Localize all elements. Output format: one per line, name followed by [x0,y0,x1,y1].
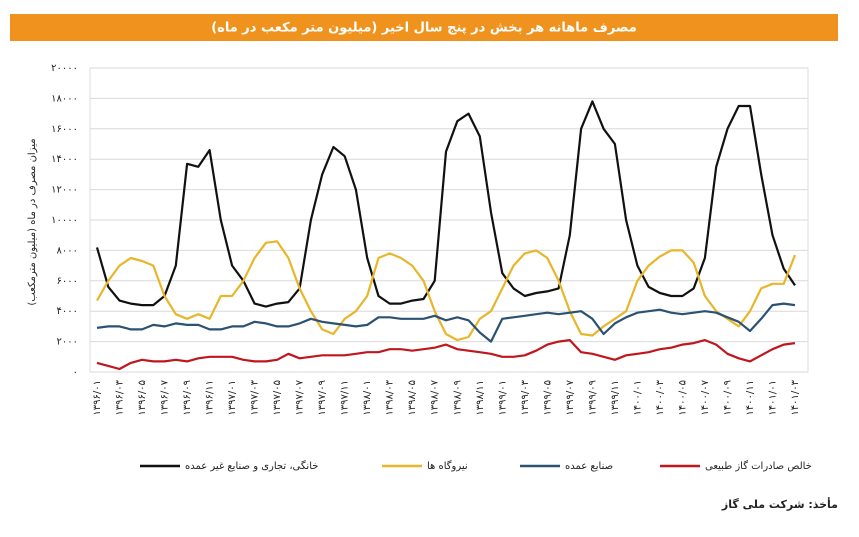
legend-label: خانگی، تجاری و صنایع غیر عمده [185,460,318,472]
source: مأخذ: شرکت ملی گاز [721,497,838,511]
x-tick-label: ۱۳۹۶/۰۵ [137,380,148,416]
x-tick-label: ۱۴۰۰/۰۳ [655,379,666,415]
y-tick-label: ۴۰۰۰ [57,306,78,317]
x-tick-label: ۱۴۰۰/۰۵ [677,380,688,416]
y-tick-label: ۸۰۰۰ [57,245,78,256]
x-tick-label: ۱۴۰۱/۰۳ [790,379,801,415]
x-tick-label: ۱۴۰۰/۰۱ [632,380,643,416]
x-tick-label: ۱۴۰۰/۰۹ [722,380,733,416]
x-tick-label: ۱۳۹۷/۰۹ [317,380,328,416]
x-tick-label: ۱۳۹۸/۰۳ [385,379,396,415]
x-tick-label: ۱۳۹۷/۰۷ [295,379,306,415]
x-tick-label: ۱۴۰۰/۱۱ [745,380,756,416]
x-tick-label: ۱۳۹۹/۰۷ [565,379,576,415]
x-tick-label: ۱۳۹۹/۰۵ [542,380,553,416]
x-tick-label: ۱۳۹۹/۰۱ [497,380,508,416]
x-tick-label: ۱۳۹۷/۱۱ [340,380,351,416]
series-line [95,100,796,308]
x-tick-label: ۱۳۹۶/۰۹ [182,380,193,416]
x-tick-label: ۱۴۰۱/۰۱ [767,380,778,416]
x-tick-label: ۱۳۹۸/۰۷ [430,379,441,415]
x-tick-label: ۱۳۹۸/۱۱ [475,380,486,416]
x-tick-label: ۱۳۹۹/۰۳ [520,379,531,415]
x-tick-label: ۱۳۹۸/۰۱ [362,380,373,416]
x-tick-label: ۱۳۹۶/۰۳ [115,379,126,415]
y-tick-label: ۱۸۰۰۰ [51,93,78,104]
y-tick-label: ۲۰۰۰ [57,337,78,348]
x-tick-label: ۱۳۹۷/۰۵ [272,380,283,416]
y-tick-label: ۱۴۰۰۰ [51,154,78,165]
y-tick-label: ۱۶۰۰۰ [51,124,78,135]
y-tick-label: ۰ [73,367,78,378]
series-line [96,240,797,342]
legend-label: نیروگاه ها [427,460,468,472]
title-bar [10,14,838,41]
x-tick-label: ۱۳۹۹/۱۱ [610,380,621,416]
x-tick-label: ۱۳۹۶/۰۷ [160,379,171,415]
x-tick-label: ۱۳۹۶/۰۱ [92,380,103,416]
x-tick-label: ۱۴۰۰/۰۷ [700,379,711,415]
series-line [96,339,796,371]
y-axis-label: میزان مصرف در ماه (میلیون مترمکعب) [27,138,38,305]
x-tick-label: ۱۳۹۹/۰۹ [587,380,598,416]
y-tick-label: ۶۰۰۰ [57,276,78,287]
y-tick-label: ۱۰۰۰۰ [51,215,78,226]
x-tick-label: ۱۳۹۸/۰۵ [407,380,418,416]
y-tick-label: ۲۰۰۰۰ [51,63,78,74]
chart-title: مصرف ماهانه هر بخش در پنج سال اخیر (میلی… [211,21,637,36]
x-tick-label: ۱۳۹۶/۱۱ [205,380,216,416]
legend-label: خالص صادرات گاز طبیعی [705,460,812,472]
x-tick-label: ۱۳۹۷/۰۱ [227,380,238,416]
legend-label: صنایع عمده [565,461,613,472]
series-line [96,302,796,343]
x-tick-label: ۱۳۹۸/۰۹ [452,380,463,416]
y-tick-label: ۱۲۰۰۰ [51,185,78,196]
x-tick-label: ۱۳۹۷/۰۳ [250,379,261,415]
